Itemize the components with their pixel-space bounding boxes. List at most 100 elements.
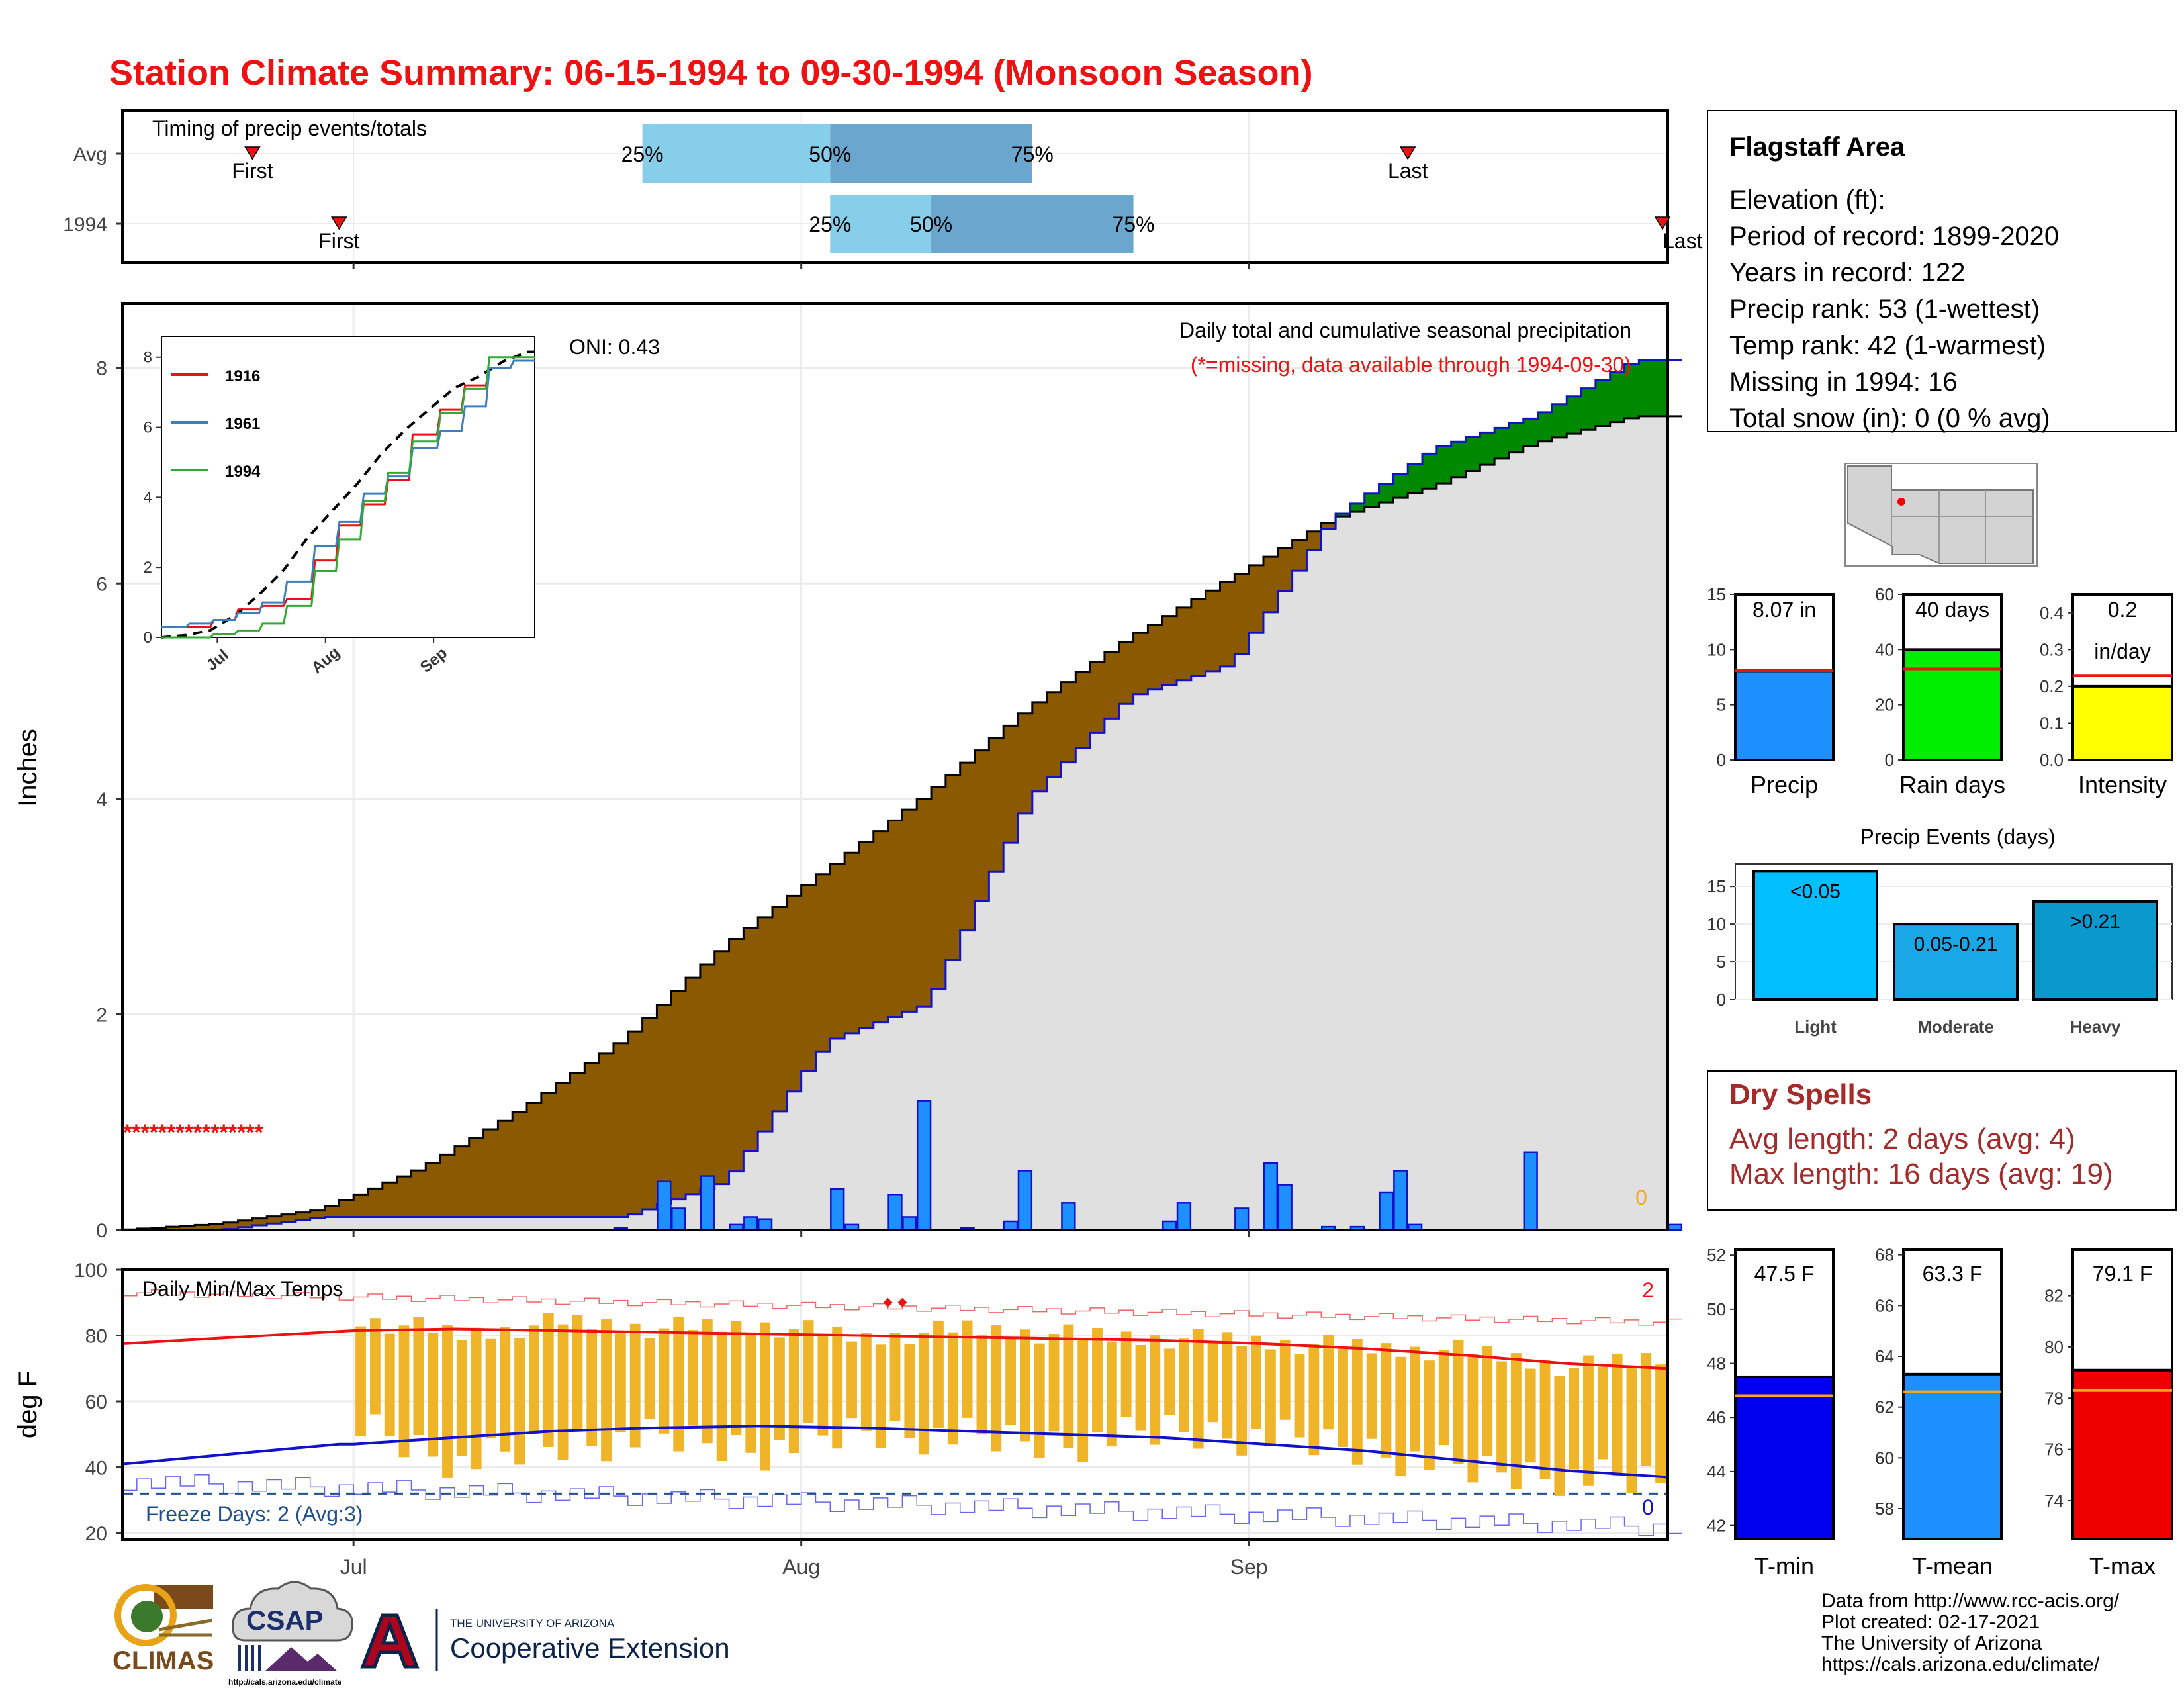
mini-panel-y-tick-label: 5 (1717, 695, 1726, 715)
precip-anomaly-step (960, 763, 976, 931)
precip-anomaly-step (1191, 599, 1206, 676)
precip-anomaly-step (411, 1170, 426, 1217)
inset-legend-label-1961: 1961 (225, 415, 260, 433)
daily-temp-bar (456, 1340, 467, 1456)
daily-temp-bar (369, 1318, 381, 1415)
station-info-box: Flagstaff Area Elevation (ft): Period of… (1707, 110, 2177, 433)
temp-bar-y-tick-label: 78 (2044, 1388, 2064, 1408)
daily-temp-bar (1395, 1356, 1406, 1477)
temp-bar-category-label: T-max (2089, 1552, 2156, 1579)
precip-anomaly-step (887, 820, 903, 1017)
mini-panel-value-label: 40 days (1915, 598, 1989, 622)
precip-baseline-area-step (1263, 612, 1279, 1230)
daily-temp-bar (976, 1334, 987, 1435)
x-axis-tick-label: Jul (340, 1555, 367, 1579)
daily-temp-bar (529, 1325, 539, 1434)
dry-spells-avg: Avg length: 2 days (avg: 4) (1729, 1123, 2075, 1155)
precip-y-tick-label: 4 (96, 789, 107, 811)
precip-panel-frame (121, 302, 1669, 1231)
precip-baseline-area-step (599, 1217, 614, 1230)
dry-spells-box: Dry Spells Avg length: 2 days (avg: 4) M… (1707, 1070, 2177, 1211)
daily-precip-bar (1523, 1151, 1538, 1231)
daily-temp-bar (673, 1317, 684, 1452)
timing-panel: 25% 50% 75% First Last Avg 25% 50% 75% First Last 1… (63, 109, 1703, 264)
daily-temp-bar (1539, 1360, 1551, 1479)
temp-bar (2071, 1368, 2173, 1540)
precip-baseline-area-step (887, 1017, 903, 1230)
precip-anomaly-step (396, 1176, 412, 1217)
climas-wordmark: CLIMAS (113, 1646, 214, 1675)
temp-bar-y-tick-label: 44 (1707, 1462, 1726, 1481)
figure-title: Station Climate Summary: 06-15-1994 to 0… (109, 53, 1313, 93)
precip-events-panel: Precip Events (days) 0 5 10 15 <0.05 Light 0.0… (1707, 825, 2173, 1037)
daily-precip-bar (1667, 1223, 1683, 1231)
precip-baseline-area-step (570, 1217, 585, 1230)
events-bar (1752, 870, 1878, 1002)
daily-precip-bar (902, 1216, 917, 1231)
precip-anomaly-step (1364, 493, 1380, 508)
precip-anomaly-step (627, 1031, 643, 1215)
daily-temp-bar (500, 1327, 511, 1452)
climas-sun-icon (114, 1584, 177, 1646)
temp-bar-category-label: T-min (1754, 1552, 1814, 1579)
precip-baseline-area-step (815, 1051, 831, 1230)
precip-baseline-area-step (1451, 477, 1467, 1230)
credit-data-source: Data from http://www.rcc-acis.org/ (1821, 1590, 2120, 1612)
precip-content: 0 2 4 6 8 (96, 305, 1683, 1242)
daily-temp-bar (1641, 1353, 1652, 1466)
daily-precip-bar (1234, 1207, 1250, 1231)
date-x-axis: Jul Aug Sep (340, 263, 1268, 1579)
precip-baseline-area-step (1249, 633, 1264, 1230)
csap-cloud-icon (232, 1581, 353, 1642)
precip-anomaly-step (195, 1225, 210, 1230)
daily-temp-bar (860, 1333, 872, 1431)
precip-anomaly-step (1422, 453, 1437, 489)
daily-temp-bar (1077, 1338, 1089, 1462)
precip-baseline-area-step (1075, 747, 1091, 1230)
precip-baseline-area-step (440, 1217, 455, 1230)
csap-url: http://cals.arizona.edu/climate (228, 1677, 342, 1687)
precip-anomaly-step (1480, 432, 1495, 465)
precip-baseline-area-step (1494, 458, 1510, 1230)
temp-bar-y-tick-label: 66 (1875, 1295, 1894, 1315)
daily-temp-bar (1222, 1332, 1233, 1439)
daily-temp-bar (731, 1321, 742, 1436)
daily-temp-bar (1120, 1331, 1132, 1417)
precip-anomaly-step (917, 798, 932, 1007)
temp-bar-y-tick-label: 68 (1875, 1245, 1894, 1265)
precip-anomaly-step (772, 906, 788, 1111)
precip-anomaly-step (1133, 633, 1148, 694)
precip-baseline-area-step (1480, 465, 1495, 1230)
temp-bar-y-tick-label: 48 (1707, 1354, 1726, 1374)
daily-temp-bar (1410, 1346, 1421, 1452)
daily-temp-bar (1034, 1343, 1045, 1458)
precip-anomaly-step (743, 928, 758, 1152)
daily-temp-bar (760, 1322, 771, 1471)
daily-temp-bar (1338, 1348, 1348, 1447)
daily-temp-bar (1294, 1354, 1305, 1438)
precip-baseline-area-step (324, 1217, 340, 1230)
precip-anomaly-step (469, 1137, 484, 1217)
precip-anomaly-step (989, 737, 1004, 872)
daily-temp-bar (1251, 1335, 1261, 1429)
temp-bar-value-label: 63.3 F (1923, 1262, 1983, 1286)
events-bar-label: <0.05 (1790, 880, 1841, 902)
daily-temp-bar (1583, 1355, 1594, 1486)
precip-anomaly-step (686, 978, 701, 1194)
precip-anomaly-step (613, 1043, 629, 1217)
precip-baseline-area-step (1567, 434, 1582, 1230)
daily-temp-bar (586, 1329, 598, 1446)
daily-precip-bar (671, 1207, 686, 1231)
precip-baseline-area-step (1364, 507, 1380, 1230)
credit-university: The University of Arizona (1821, 1632, 2042, 1654)
precip-anomaly-step (1653, 360, 1668, 416)
precip-anomaly-step (945, 774, 961, 960)
climas-logo: CLIMAS (113, 1584, 214, 1675)
daily-temp-bar (1525, 1368, 1536, 1463)
precip-anomaly-step (1451, 442, 1467, 477)
precip-anomaly-step (657, 1004, 672, 1205)
temp-bar-value-label: 79.1 F (2093, 1262, 2153, 1286)
info-period: Period of record: 1899-2020 (1729, 222, 2059, 251)
events-bar-label: 0.05-0.21 (1914, 933, 1998, 955)
temp-bar-y-tick-label: 82 (2044, 1286, 2064, 1306)
